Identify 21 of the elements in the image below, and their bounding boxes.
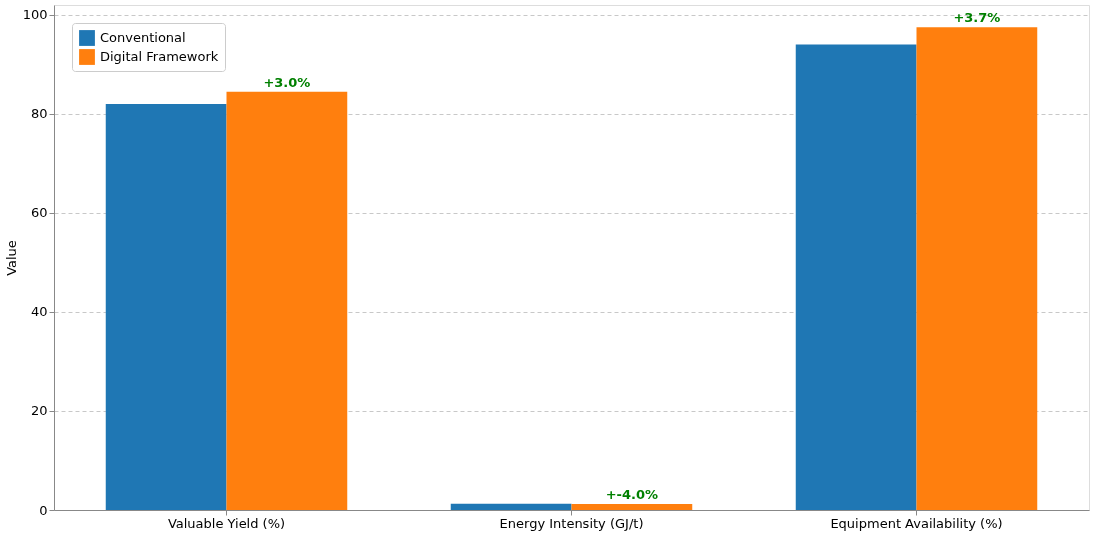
legend-label: Conventional	[100, 30, 186, 45]
annotation: +3.7%	[953, 10, 1001, 26]
bar	[795, 44, 917, 510]
legend-label: Digital Framework	[100, 49, 219, 64]
y-axis-title: Value	[3, 240, 19, 276]
y-tick-label: 20	[30, 403, 48, 419]
y-tick-label: 60	[30, 205, 48, 221]
y-tick-label: 100	[22, 7, 48, 23]
y-tick-label: 0	[39, 502, 48, 518]
x-tick-label: Valuable Yield (%)	[167, 515, 286, 531]
x-tick-label: Energy Intensity (GJ/t)	[499, 515, 644, 531]
bar	[105, 104, 227, 510]
bar	[916, 27, 1038, 510]
annotation: +3.0%	[263, 74, 311, 90]
annotation: +-4.0%	[605, 487, 659, 503]
bar	[226, 91, 348, 510]
bar	[571, 504, 693, 510]
y-tick-label: 80	[30, 106, 48, 122]
x-tick-label: Equipment Availability (%)	[830, 515, 1003, 531]
y-tick-label: 40	[30, 304, 48, 320]
bar	[450, 503, 572, 510]
